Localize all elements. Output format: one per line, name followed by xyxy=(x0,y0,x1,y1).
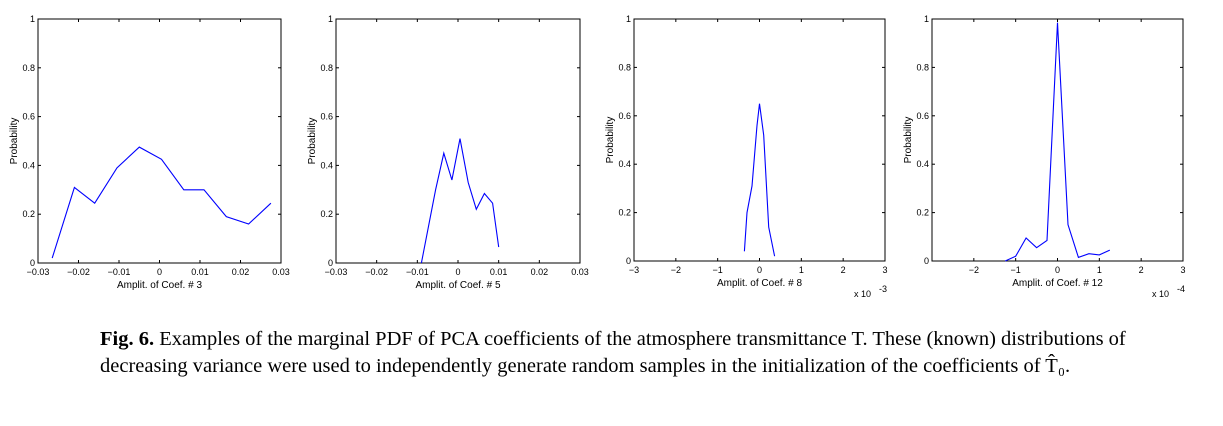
y-tick-label: 0.6 xyxy=(618,111,631,121)
x-tick-label: −0.02 xyxy=(67,267,90,277)
y-tick-label: 0.4 xyxy=(916,159,929,169)
x-axis-label: Amplit. of Coef. # 5 xyxy=(415,280,500,291)
plot-frame xyxy=(37,18,282,264)
plot-frame xyxy=(633,18,886,262)
y-tick-label: 0.2 xyxy=(916,208,929,218)
x-tick-label: 0 xyxy=(455,267,460,277)
x-tick-label: 2 xyxy=(841,265,846,275)
y-tick-label: 0.4 xyxy=(320,160,333,170)
chart-2: −0.03 −0.02 −0.01 0 0.01 0.02 0.03 0 0.2 0.4 0.6 0.… xyxy=(307,14,589,291)
y-tick-label: 0.4 xyxy=(22,160,35,170)
x-tick-label: 0.02 xyxy=(232,267,250,277)
y-tick-label: 1 xyxy=(30,14,35,24)
y-tick-label: 0.6 xyxy=(22,112,35,122)
x-axis-label: Amplit. of Coef. # 3 xyxy=(117,280,202,291)
y-tick-label: 0 xyxy=(626,256,631,266)
x-tick-label: −2 xyxy=(969,265,979,275)
y-tick-label: 0.8 xyxy=(320,63,333,73)
x-tick-label: 1 xyxy=(799,265,804,275)
x-exponent-label: x 10 xyxy=(1152,289,1169,299)
x-exponent-power: -4 xyxy=(1177,284,1185,294)
series-line xyxy=(1004,22,1111,262)
x-exponent-power: -3 xyxy=(879,284,887,294)
y-tick-label: 0.8 xyxy=(618,62,631,72)
x-tick-label: −0.02 xyxy=(365,267,388,277)
y-tick-label: 0.8 xyxy=(916,62,929,72)
figure-caption-text: Examples of the marginal PDF of PCA coef… xyxy=(100,328,1126,377)
x-exponent-label: x 10 xyxy=(854,289,871,299)
x-tick-label: −0.03 xyxy=(27,267,50,277)
chart-1: −0.03 −0.02 −0.01 0 0.01 0.02 0.03 0 0.2 0.4 0.6 0.… xyxy=(9,14,290,291)
x-tick-label: −1 xyxy=(713,265,723,275)
y-axis-label: Probability xyxy=(903,117,914,164)
y-tick-label: 0.4 xyxy=(618,159,631,169)
x-tick-label: 0 xyxy=(1055,265,1060,275)
x-tick-label: −0.01 xyxy=(406,267,429,277)
y-axis-label: Probability xyxy=(307,118,318,165)
figure-caption-label: Fig. 6. xyxy=(100,328,155,350)
y-tick-label: 1 xyxy=(328,14,333,24)
x-tick-label: 1 xyxy=(1097,265,1102,275)
y-axis-label: Probability xyxy=(605,117,616,164)
x-tick-label: 3 xyxy=(1180,265,1185,275)
chart-4: −2 −1 0 1 2 3 0 0.2 0.4 0.6 0.8 1 Amplit. of Coef. #… xyxy=(903,14,1186,299)
y-tick-label: 0 xyxy=(30,258,35,268)
x-tick-label: −0.01 xyxy=(108,267,131,277)
y-tick-label: 0 xyxy=(328,258,333,268)
figure-caption: Fig. 6. Examples of the marginal PDF of … xyxy=(100,326,1212,380)
x-tick-label: 0.01 xyxy=(191,267,209,277)
x-tick-label: 0 xyxy=(157,267,162,277)
series-line xyxy=(743,103,776,257)
series-line xyxy=(420,138,500,264)
x-tick-label: 0.02 xyxy=(531,267,549,277)
chart-3: −3 −2 −1 0 1 2 3 0 0.2 0.4 0.6 0.8 1 Amplit. of Coef.… xyxy=(605,14,888,299)
x-tick-label: −1 xyxy=(1011,265,1021,275)
x-tick-label: −0.03 xyxy=(325,267,348,277)
y-tick-label: 1 xyxy=(924,14,929,24)
x-tick-label: 0 xyxy=(757,265,762,275)
y-tick-label: 0.6 xyxy=(320,112,333,122)
x-tick-label: 0.03 xyxy=(272,267,290,277)
y-tick-label: 0.8 xyxy=(22,63,35,73)
plot-frame xyxy=(931,18,1184,262)
y-axis-label: Probability xyxy=(9,118,20,165)
y-tick-label: 0.6 xyxy=(916,111,929,121)
y-tick-label: 0.2 xyxy=(22,209,35,219)
y-tick-label: 0.2 xyxy=(320,209,333,219)
x-tick-label: −3 xyxy=(629,265,639,275)
x-tick-label: 2 xyxy=(1139,265,1144,275)
series-line xyxy=(51,146,272,259)
x-axis-label: Amplit. of Coef. # 12 xyxy=(1012,278,1103,289)
plot-frame xyxy=(335,18,581,264)
x-tick-label: 3 xyxy=(882,265,887,275)
x-tick-label: 0.03 xyxy=(571,267,589,277)
y-tick-label: 0.2 xyxy=(618,208,631,218)
x-tick-label: 0.01 xyxy=(490,267,508,277)
chart-panel-group: −0.03 −0.02 −0.01 0 0.01 0.02 0.03 0 0.2 0.4 0.6 0.… xyxy=(9,14,1186,299)
x-tick-label: −2 xyxy=(671,265,681,275)
y-tick-label: 0 xyxy=(924,256,929,266)
y-tick-label: 1 xyxy=(626,14,631,24)
x-axis-label: Amplit. of Coef. # 8 xyxy=(717,278,802,289)
